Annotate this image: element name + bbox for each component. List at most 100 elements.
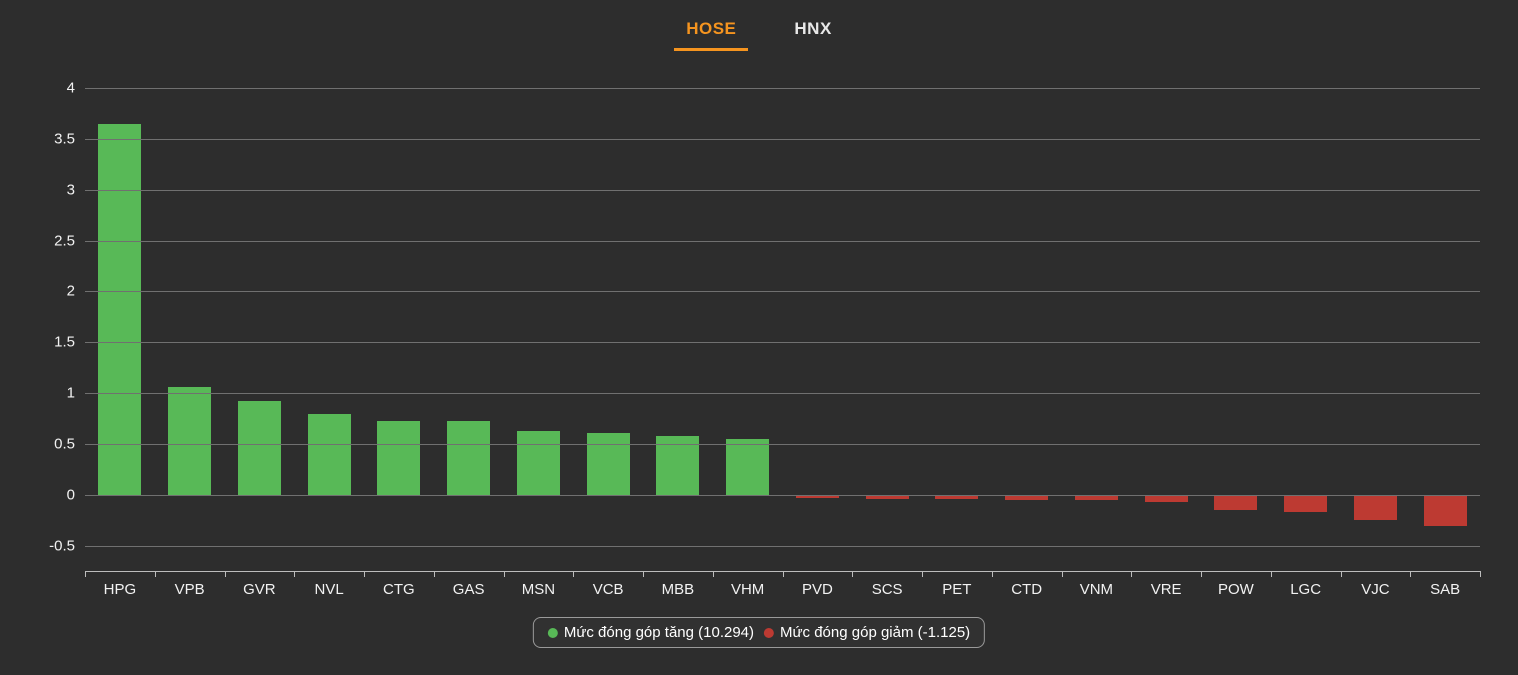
x-axis-tick <box>1131 571 1133 577</box>
x-axis-tick <box>712 571 714 577</box>
x-axis-labels: HPG VPB GVR NVL CTG GAS MSN VCB MBB VHM PVD SCS PET C… <box>85 581 1480 598</box>
tab-hnx[interactable]: HNX <box>794 19 832 38</box>
y-axis-tick-label: 0.5 <box>54 435 75 453</box>
x-axis-tick <box>154 571 156 577</box>
x-axis-tick <box>1270 571 1272 577</box>
category-slot <box>294 88 364 571</box>
bar-pvd[interactable] <box>795 494 839 498</box>
legend-item-increase[interactable]: Mức đóng góp tăng (10.294) <box>547 624 755 641</box>
bar-vre[interactable] <box>1144 494 1188 502</box>
category-slot <box>85 88 155 571</box>
category-slot <box>992 88 1062 571</box>
bar-ctg[interactable] <box>377 420 421 495</box>
category-slot <box>1201 88 1271 571</box>
x-axis-label-mbb: MBB <box>661 581 695 598</box>
x-axis-tick <box>643 571 644 577</box>
y-axis-tick-label: 3.5 <box>54 130 75 148</box>
category-slot <box>643 88 713 571</box>
tab-hose[interactable]: HOSE <box>674 16 749 51</box>
x-axis-label-lgc: LGC <box>1290 581 1322 598</box>
category-slot <box>155 88 225 571</box>
x-axis-tick <box>1061 571 1063 577</box>
category-slot <box>783 88 853 571</box>
y-axis-tick-label: 4 <box>66 79 75 97</box>
category-slot <box>1062 88 1132 571</box>
category-slot <box>922 88 992 571</box>
x-axis-tick <box>782 571 784 577</box>
category-slot <box>1410 88 1480 571</box>
x-axis-label-ctg: CTG <box>383 581 415 598</box>
y-axis-tick-label: 3 <box>66 181 75 199</box>
category-slot <box>434 88 504 571</box>
bar-nvl[interactable] <box>307 414 351 495</box>
x-axis-tick <box>433 571 435 577</box>
x-axis-label-msn: MSN <box>521 581 556 598</box>
bar-pet[interactable] <box>935 494 979 499</box>
x-axis-tick <box>922 571 923 577</box>
category-slot <box>573 88 643 571</box>
increase-dot-icon <box>547 627 558 638</box>
y-axis-tick-label: 2 <box>66 282 75 300</box>
bar-vhm[interactable] <box>726 438 770 495</box>
bar-ctd[interactable] <box>1005 494 1049 500</box>
gridline <box>85 393 1480 395</box>
category-slot <box>1341 88 1411 571</box>
legend-label-increase: Mức đóng góp tăng (10.294) <box>563 624 755 641</box>
y-axis-tick-label: 2.5 <box>54 232 75 250</box>
x-axis-tick <box>852 571 854 577</box>
x-axis-label-vjc: VJC <box>1361 581 1390 598</box>
legend-item-decrease[interactable]: Mức đóng góp giảm (-1.125) <box>764 624 970 641</box>
x-axis-label-ctd: CTD <box>1011 581 1043 598</box>
category-slot <box>225 88 295 571</box>
gridline <box>85 138 1480 140</box>
bar-gvr[interactable] <box>237 401 281 495</box>
bar-scs[interactable] <box>865 494 909 499</box>
plot-area: HPG VPB GVR NVL CTG GAS MSN VCB MBB VHM PVD SCS PET C… <box>49 80 1481 598</box>
x-axis-tick <box>224 571 226 577</box>
category-slot <box>504 88 574 571</box>
x-axis-label-vpb: VPB <box>174 581 205 598</box>
bar-lgc[interactable] <box>1284 494 1328 513</box>
gridline <box>85 88 1480 89</box>
bar-mbb[interactable] <box>656 435 700 495</box>
x-axis-label-gvr: GVR <box>243 581 276 598</box>
x-axis-tick <box>294 571 296 577</box>
x-axis-tick <box>364 571 365 577</box>
gridline <box>85 443 1480 445</box>
category-slot <box>1271 88 1341 571</box>
x-axis-tick <box>1480 571 1481 577</box>
x-axis-tick <box>1201 571 1202 577</box>
x-axis-tick <box>1340 571 1342 577</box>
gridline <box>85 189 1480 191</box>
bar-hpg[interactable] <box>98 123 142 495</box>
decrease-dot-icon <box>764 627 775 638</box>
x-axis-label-vre: VRE <box>1150 581 1182 598</box>
category-slot <box>852 88 922 571</box>
x-axis-tick <box>1410 571 1412 577</box>
x-axis-label-vnm: VNM <box>1079 581 1114 598</box>
category-slot <box>1131 88 1201 571</box>
gridline <box>85 342 1480 344</box>
gridline <box>85 545 1480 547</box>
bar-pow[interactable] <box>1214 494 1258 510</box>
bar-vjc[interactable] <box>1353 494 1397 521</box>
x-axis-label-pow: POW <box>1217 581 1254 598</box>
x-axis-label-pet: PET <box>942 581 972 598</box>
x-axis-label-vhm: VHM <box>730 581 765 598</box>
category-slot <box>713 88 783 571</box>
y-axis-tick-label: 0 <box>66 486 75 504</box>
bar-gas[interactable] <box>447 420 491 495</box>
bar-msn[interactable] <box>516 430 560 495</box>
x-axis-label-scs: SCS <box>871 581 903 598</box>
exchange-tabs: HOSE HNX <box>0 0 1518 51</box>
bar-sab[interactable] <box>1423 494 1467 527</box>
x-axis-label-hpg: HPG <box>103 581 137 598</box>
bar-vnm[interactable] <box>1074 494 1118 500</box>
x-axis-label-gas: GAS <box>452 581 485 598</box>
bar-vpb[interactable] <box>168 386 212 495</box>
x-axis-tick <box>573 571 575 577</box>
legend-label-decrease: Mức đóng góp giảm (-1.125) <box>780 624 971 641</box>
x-axis-label-sab: SAB <box>1430 581 1461 598</box>
legend: Mức đóng góp tăng (10.294) Mức đóng góp … <box>532 617 986 648</box>
bar-vcb[interactable] <box>586 432 630 495</box>
